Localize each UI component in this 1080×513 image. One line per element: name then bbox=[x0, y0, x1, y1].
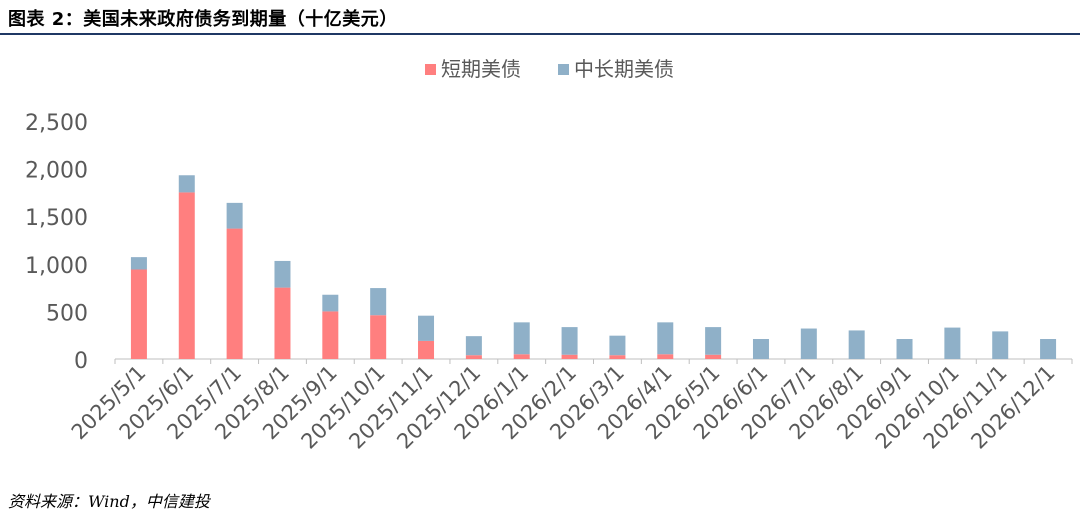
bar-long-2025/5/1 bbox=[130, 257, 147, 270]
bar-short-2025/10/1 bbox=[370, 315, 387, 359]
bar-long-2026/3/1 bbox=[609, 335, 626, 356]
figure-title: 图表 2：美国未来政府债务到期量（十亿美元） bbox=[8, 9, 398, 30]
bar-short-2025/7/1 bbox=[226, 228, 243, 359]
bar-long-2025/9/1 bbox=[322, 294, 339, 312]
bar-short-2025/11/1 bbox=[418, 340, 435, 359]
source-note: 资料来源：Wind，中信建投 bbox=[8, 492, 210, 511]
y-tick-label: 2,000 bbox=[25, 159, 88, 184]
bar-short-2026/2/1 bbox=[561, 354, 578, 359]
bar-long-2025/11/1 bbox=[418, 315, 435, 341]
bar-long-2026/9/1 bbox=[896, 339, 913, 359]
legend-label: 中长期美债 bbox=[574, 57, 674, 81]
bar-long-2026/5/1 bbox=[705, 327, 722, 355]
bar-long-2026/7/1 bbox=[800, 328, 817, 359]
legend-swatch-short bbox=[425, 64, 436, 75]
legend-swatch-long bbox=[558, 64, 569, 75]
bar-long-2026/6/1 bbox=[752, 339, 769, 359]
bar-short-2026/4/1 bbox=[657, 354, 674, 359]
y-tick-label: 1,500 bbox=[25, 206, 88, 231]
bar-short-2025/9/1 bbox=[322, 311, 339, 359]
bar-short-2026/5/1 bbox=[705, 354, 722, 359]
bar-long-2026/8/1 bbox=[848, 330, 865, 359]
bar-long-2026/4/1 bbox=[657, 322, 674, 355]
y-tick-label: 1,000 bbox=[25, 254, 88, 279]
title-divider bbox=[0, 33, 1080, 35]
stacked-bar-chart: 短期美债 中长期美债05001,0001,5002,0002,5002025/5/… bbox=[25, 57, 1073, 454]
bar-long-2026/10/1 bbox=[944, 327, 961, 359]
y-tick-label: 2,500 bbox=[25, 111, 88, 136]
y-tick-label: 0 bbox=[74, 349, 88, 374]
bar-long-2026/2/1 bbox=[561, 327, 578, 355]
bar-long-2025/8/1 bbox=[274, 260, 291, 288]
bar-short-2025/5/1 bbox=[130, 269, 147, 359]
bar-long-2025/7/1 bbox=[226, 202, 243, 229]
bar-long-2025/6/1 bbox=[178, 175, 195, 193]
bar-short-2025/12/1 bbox=[465, 355, 482, 359]
bar-short-2025/8/1 bbox=[274, 287, 291, 359]
bar-long-2025/10/1 bbox=[370, 288, 387, 316]
bar-short-2026/1/1 bbox=[513, 354, 530, 359]
bar-long-2026/12/1 bbox=[1040, 339, 1057, 359]
y-tick-label: 500 bbox=[46, 301, 88, 326]
bar-long-2025/12/1 bbox=[465, 336, 482, 356]
bar-short-2026/3/1 bbox=[609, 355, 626, 359]
legend-label: 短期美债 bbox=[441, 57, 521, 81]
bar-short-2025/6/1 bbox=[178, 192, 195, 359]
bar-long-2026/1/1 bbox=[513, 322, 530, 355]
bar-long-2026/11/1 bbox=[992, 331, 1009, 359]
title-bar: 图表 2：美国未来政府债务到期量（十亿美元） bbox=[0, 0, 1080, 35]
